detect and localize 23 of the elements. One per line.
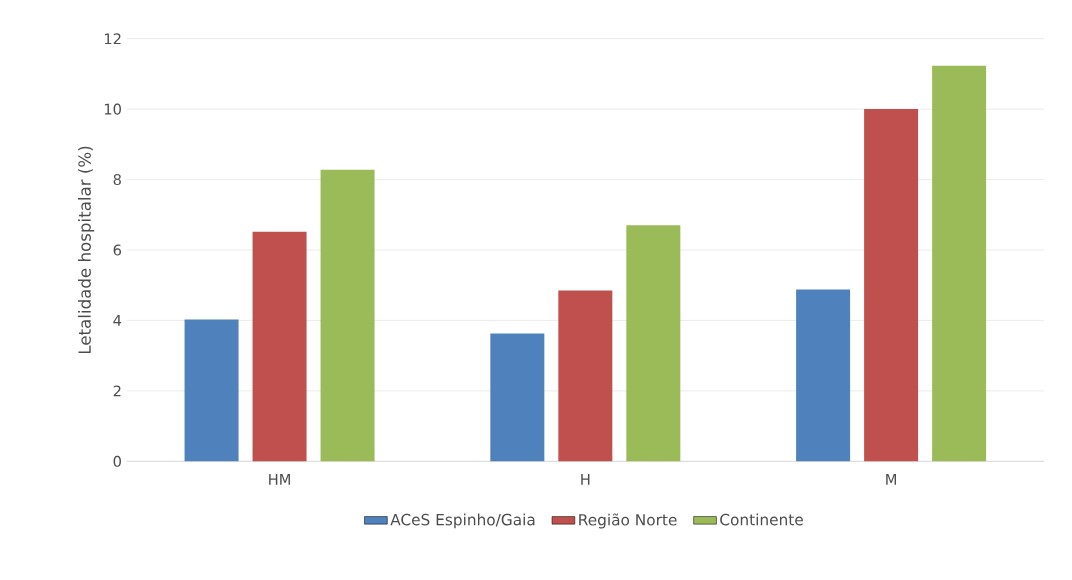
bar: [320, 169, 375, 462]
y-tick-label: 0: [113, 455, 121, 467]
legend-label: ACeS Espinho/Gaia: [390, 513, 535, 529]
x-tick-label: HM: [269, 474, 290, 485]
bar: [184, 319, 239, 462]
bar: [932, 65, 987, 462]
bar: [796, 289, 851, 462]
bar: [558, 290, 613, 462]
bar: [626, 225, 681, 462]
y-tick-label: 8: [113, 174, 121, 186]
y-axis-title: Letalidade hospitalar (%): [78, 146, 95, 354]
y-tick-label: 2: [113, 385, 121, 397]
x-tick-label: H: [581, 474, 590, 485]
legend-label: Continente: [720, 513, 803, 526]
y-tick-label: 12: [104, 33, 121, 45]
bar: [252, 231, 307, 462]
y-tick-label: 10: [104, 103, 121, 115]
y-tick-label: 4: [113, 315, 122, 326]
bar: [490, 333, 545, 462]
x-tick-label: M: [886, 474, 896, 485]
y-tick-label: 6: [113, 244, 122, 256]
legend-label: Região Norte: [579, 513, 677, 529]
bar: [864, 109, 919, 462]
